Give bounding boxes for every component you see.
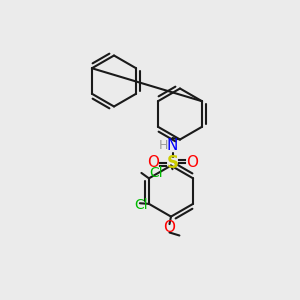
Text: Cl: Cl: [149, 166, 163, 180]
Text: S: S: [167, 154, 178, 172]
Text: Cl: Cl: [134, 198, 148, 212]
Text: O: O: [186, 155, 198, 170]
Text: O: O: [164, 220, 175, 236]
Text: H: H: [159, 139, 168, 152]
Text: O: O: [147, 155, 159, 170]
Text: N: N: [167, 138, 178, 153]
